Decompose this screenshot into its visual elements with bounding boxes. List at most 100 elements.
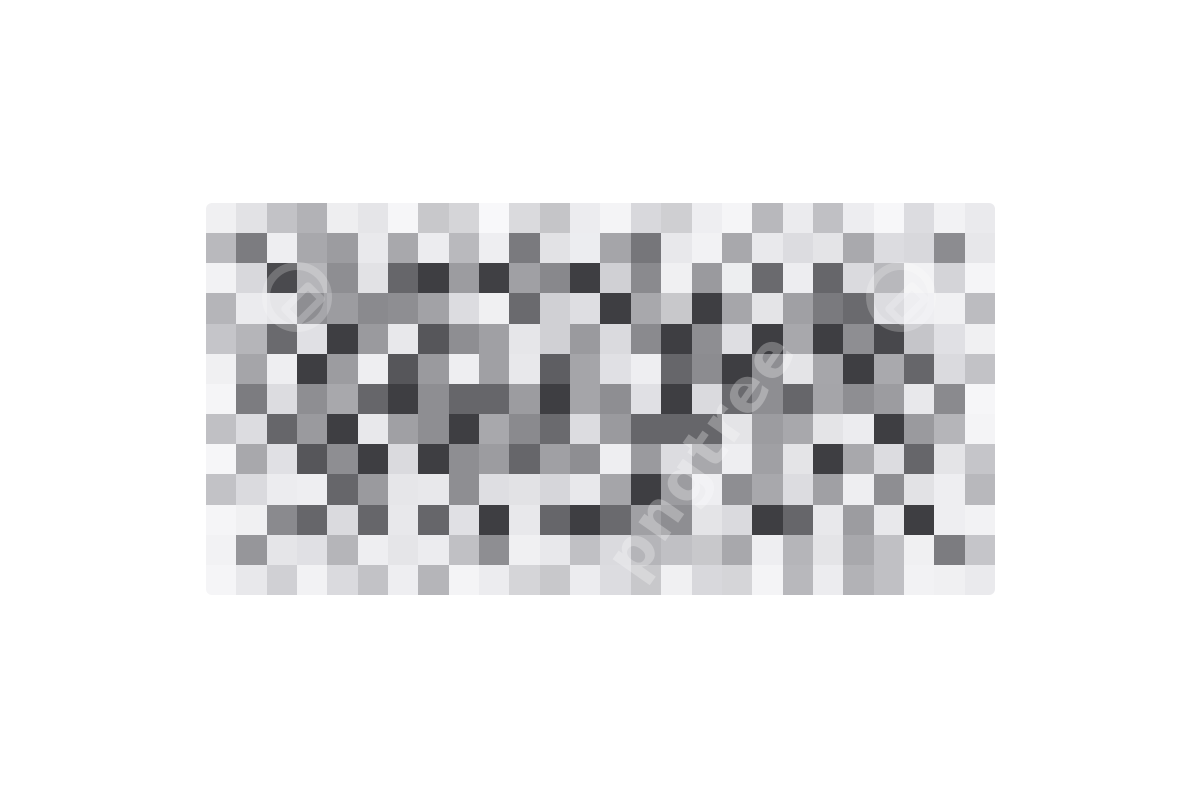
mosaic-cell — [873, 504, 904, 535]
mosaic-cell — [782, 564, 813, 595]
mosaic-cell — [448, 293, 480, 324]
mosaic-cell — [479, 293, 510, 324]
mosaic-cell — [661, 414, 692, 445]
mosaic-cell — [843, 323, 874, 354]
mosaic-cell — [236, 323, 267, 354]
mosaic-cell — [934, 233, 965, 264]
mosaic-cell — [327, 444, 358, 475]
mosaic-cell — [661, 263, 692, 294]
mosaic-cell — [418, 263, 449, 294]
mosaic-cell — [812, 564, 844, 595]
mosaic-cell — [661, 293, 692, 324]
mosaic-cell — [388, 474, 419, 505]
mosaic-cell — [782, 534, 813, 565]
mosaic-cell — [782, 474, 813, 505]
mosaic-cell — [266, 504, 298, 535]
pixel-mosaic — [206, 203, 995, 595]
mosaic-cell — [418, 474, 449, 505]
mosaic-cell — [388, 564, 419, 595]
mosaic-cell — [630, 383, 662, 415]
mosaic-cell — [357, 444, 389, 475]
mosaic-cell — [812, 233, 844, 264]
mosaic-cell — [600, 414, 631, 445]
mosaic-cell — [236, 444, 267, 475]
mosaic-cell — [964, 564, 995, 595]
mosaic-cell — [782, 383, 813, 415]
mosaic-cell — [964, 383, 995, 415]
mosaic-cell — [448, 203, 480, 234]
mosaic-cell — [843, 474, 874, 505]
mosaic-cell — [721, 323, 753, 354]
mosaic-cell — [600, 293, 631, 324]
mosaic-cell — [357, 474, 389, 505]
mosaic-cell — [903, 323, 935, 354]
mosaic-cell — [418, 414, 449, 445]
mosaic-cell — [691, 414, 722, 445]
mosaic-cell — [388, 414, 419, 445]
mosaic-cell — [509, 504, 540, 535]
mosaic-cell — [964, 323, 995, 354]
mosaic-cell — [691, 203, 722, 234]
mosaic-cell — [206, 263, 237, 294]
mosaic-cell — [812, 414, 844, 445]
mosaic-cell — [448, 504, 480, 535]
mosaic-cell — [570, 534, 601, 565]
mosaic-cell — [812, 383, 844, 415]
mosaic-cell — [479, 323, 510, 354]
mosaic-cell — [236, 414, 267, 445]
mosaic-cell — [903, 353, 935, 384]
mosaic-cell — [206, 504, 237, 535]
mosaic-cell — [630, 474, 662, 505]
mosaic-cell — [782, 293, 813, 324]
mosaic-cell — [297, 534, 328, 565]
mosaic-cell — [873, 474, 904, 505]
mosaic-cell — [297, 414, 328, 445]
mosaic-cell — [782, 203, 813, 234]
mosaic-cell — [903, 263, 935, 294]
mosaic-cell — [630, 504, 662, 535]
mosaic-cell — [903, 383, 935, 415]
mosaic-cell — [873, 233, 904, 264]
mosaic-cell — [327, 233, 358, 264]
mosaic-cell — [721, 444, 753, 475]
mosaic-cell — [630, 414, 662, 445]
mosaic-cell — [479, 233, 510, 264]
mosaic-cell — [661, 203, 692, 234]
mosaic-cell — [691, 323, 722, 354]
mosaic-cell — [752, 444, 783, 475]
mosaic-cell — [600, 353, 631, 384]
mosaic-cell — [600, 383, 631, 415]
mosaic-cell — [539, 504, 571, 535]
mosaic-cell — [388, 383, 419, 415]
mosaic-cell — [570, 263, 601, 294]
mosaic-cell — [934, 504, 965, 535]
mosaic-cell — [721, 414, 753, 445]
mosaic-cell — [843, 263, 874, 294]
mosaic-cell — [206, 353, 237, 384]
mosaic-cell — [266, 383, 298, 415]
mosaic-cell — [509, 564, 540, 595]
mosaic-cell — [600, 203, 631, 234]
mosaic-cell — [934, 323, 965, 354]
mosaic-cell — [721, 203, 753, 234]
mosaic-cell — [661, 534, 692, 565]
mosaic-cell — [297, 353, 328, 384]
mosaic-cell — [661, 564, 692, 595]
mosaic-cell — [721, 564, 753, 595]
mosaic-cell — [236, 383, 267, 415]
mosaic-cell — [539, 263, 571, 294]
mosaic-cell — [752, 293, 783, 324]
mosaic-cell — [357, 414, 389, 445]
mosaic-cell — [934, 263, 965, 294]
mosaic-cell — [479, 263, 510, 294]
mosaic-cell — [448, 534, 480, 565]
mosaic-cell — [357, 534, 389, 565]
mosaic-cell — [206, 414, 237, 445]
mosaic-cell — [327, 353, 358, 384]
mosaic-cell — [206, 534, 237, 565]
mosaic-cell — [903, 474, 935, 505]
mosaic-cell — [448, 564, 480, 595]
mosaic-cell — [570, 564, 601, 595]
mosaic-cell — [448, 233, 480, 264]
mosaic-cell — [812, 293, 844, 324]
